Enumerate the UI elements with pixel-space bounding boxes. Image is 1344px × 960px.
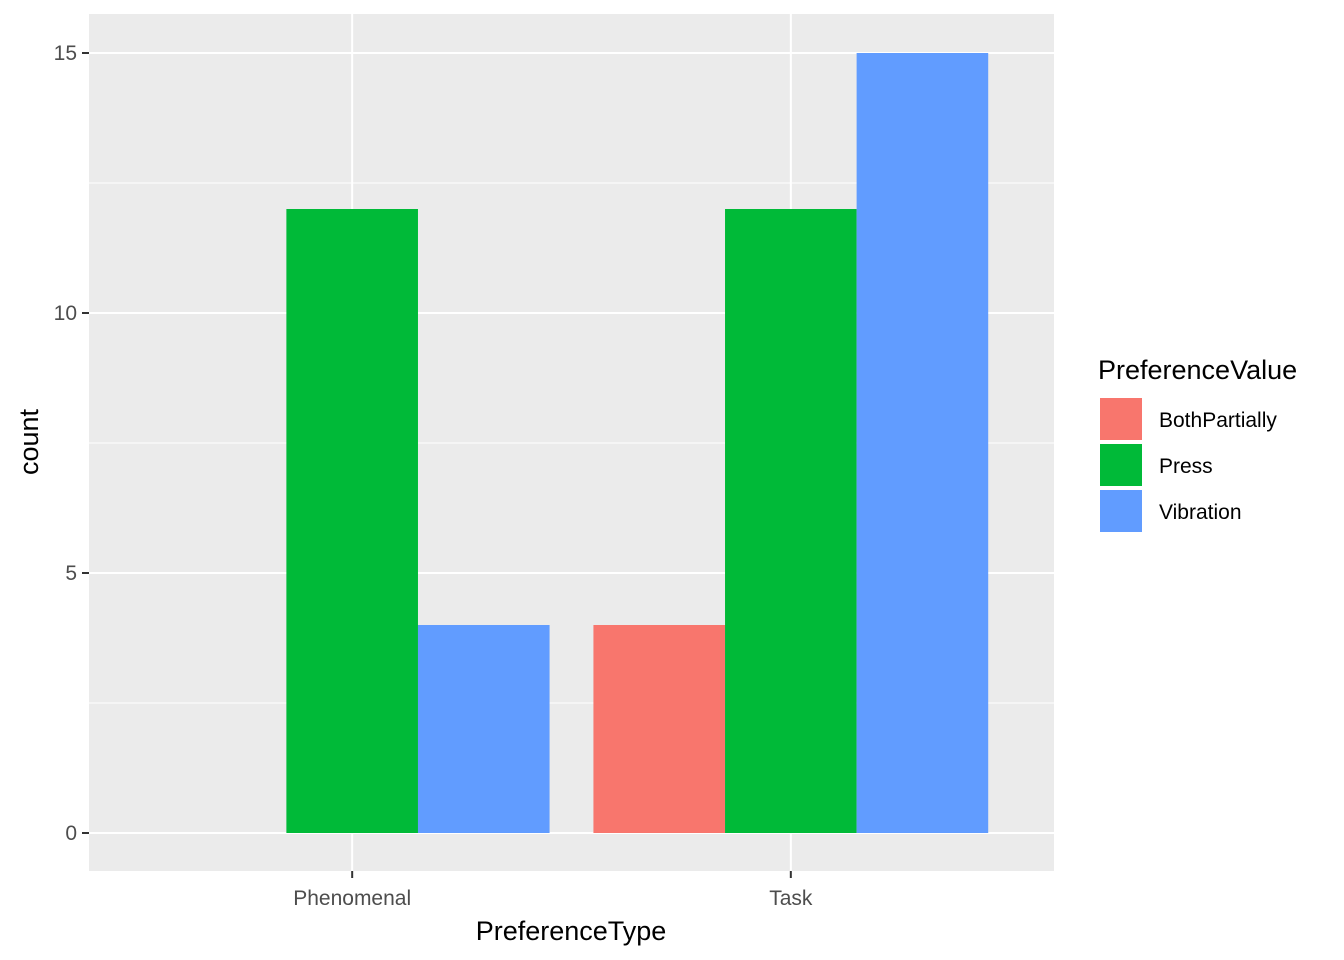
y-tick-label: 5 <box>65 562 77 585</box>
bar-vibration-phenomenal <box>417 625 550 833</box>
bar-vibration-task <box>856 53 989 833</box>
legend-label-press: Press <box>1159 455 1213 478</box>
legend-label-vibration: Vibration <box>1159 501 1242 524</box>
legend-key-vibration <box>1100 490 1142 532</box>
y-axis-title: count <box>14 408 44 475</box>
bar-press-task <box>725 209 857 833</box>
legend: PreferenceValue BothPartially Press Vibrat… <box>1098 355 1297 532</box>
x-tick-label: Phenomenal <box>293 887 411 910</box>
bars <box>286 53 989 833</box>
y-axis: 0 5 10 15 <box>54 42 89 845</box>
bar-bothpartially-task <box>593 625 726 833</box>
y-tick-label: 10 <box>54 302 77 325</box>
legend-title: PreferenceValue <box>1098 355 1297 385</box>
bar-press-phenomenal <box>286 209 418 833</box>
x-axis-title: PreferenceType <box>476 916 667 946</box>
legend-key-press <box>1100 444 1142 486</box>
y-tick-label: 0 <box>65 822 77 845</box>
legend-key-bothpartially <box>1100 398 1142 440</box>
legend-label-bothpartially: BothPartially <box>1159 409 1277 432</box>
x-axis: Phenomenal Task <box>293 871 813 910</box>
y-tick-label: 15 <box>54 42 77 65</box>
x-tick-label: Task <box>769 887 813 910</box>
